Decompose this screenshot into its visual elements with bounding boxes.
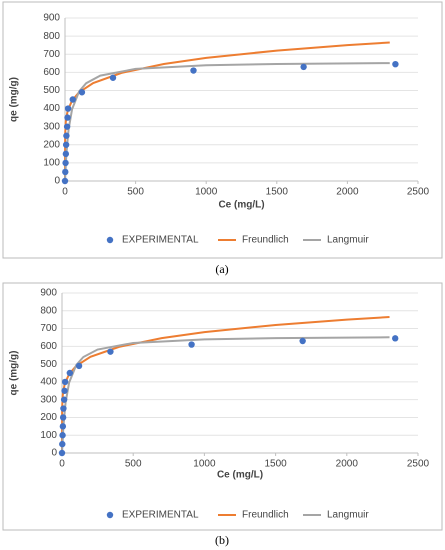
data-point (392, 60, 399, 68)
data-point (59, 432, 66, 439)
legend-label: Freundlich (242, 235, 289, 246)
y-tick-label: 600 (43, 67, 60, 78)
y-tick-label: 300 (43, 121, 60, 132)
y-axis-title: qe (mg/g) (9, 351, 20, 396)
x-axis-title: Ce (mg/L) (218, 200, 264, 211)
legend-label: EXPERIMENTAL (122, 235, 199, 246)
data-point (300, 63, 307, 71)
data-point (62, 159, 69, 167)
data-point (69, 96, 76, 103)
y-tick-label: 0 (54, 176, 60, 187)
x-tick-label: 1000 (195, 187, 218, 198)
y-tick-label: 0 (51, 448, 57, 459)
legend-marker (106, 236, 114, 244)
x-tick-label: 1000 (193, 459, 216, 470)
data-point (62, 141, 70, 148)
panel-border (2, 282, 443, 531)
y-tick-label: 100 (43, 158, 60, 169)
y-axis-title: qe (mg/g) (9, 77, 20, 122)
y-tick-label: 300 (40, 394, 57, 405)
x-tick-label: 2000 (336, 187, 359, 198)
series-line (64, 41, 390, 182)
legend-label: Langmuir (327, 235, 369, 246)
data-point (190, 67, 197, 74)
data-point (61, 177, 69, 185)
data-point (60, 396, 68, 403)
y-tick-label: 600 (40, 341, 57, 352)
caption: (a) (215, 262, 228, 276)
y-tick-label: 200 (43, 139, 60, 150)
x-tick-label: 2500 (407, 187, 430, 198)
data-point (62, 168, 69, 176)
data-point (61, 378, 69, 386)
data-point (58, 449, 66, 457)
data-point (59, 440, 66, 448)
y-tick-label: 900 (40, 288, 57, 299)
y-tick-label: 700 (43, 49, 60, 60)
x-tick-label: 0 (62, 187, 68, 198)
caption: (b) (215, 533, 229, 547)
data-point (63, 132, 70, 139)
y-tick-label: 400 (43, 103, 60, 114)
x-tick-label: 2500 (407, 459, 430, 470)
x-tick-label: 500 (127, 187, 144, 198)
data-point (66, 369, 74, 377)
y-tick-label: 400 (40, 377, 57, 388)
x-axis-title: Ce (mg/L) (217, 470, 263, 481)
data-point (64, 105, 72, 112)
data-point (59, 414, 67, 421)
data-point (78, 89, 86, 96)
data-point (392, 335, 399, 342)
x-tick-label: 2000 (336, 459, 359, 470)
data-point (299, 337, 306, 345)
y-tick-label: 700 (40, 323, 57, 334)
legend-label: Freundlich (242, 510, 289, 521)
series-line (61, 316, 390, 454)
y-tick-label: 900 (43, 13, 60, 24)
x-tick-label: 1500 (264, 459, 287, 470)
data-point (107, 348, 114, 355)
y-tick-label: 200 (40, 412, 57, 423)
data-point (75, 362, 83, 370)
data-point (188, 341, 195, 348)
data-point (109, 74, 117, 81)
y-tick-label: 100 (40, 430, 57, 441)
legend-marker (106, 511, 114, 519)
data-point (62, 150, 70, 158)
y-tick-label: 500 (43, 85, 60, 96)
x-tick-label: 500 (125, 459, 142, 470)
data-point (63, 123, 71, 130)
y-tick-label: 500 (40, 359, 57, 370)
panel-border (2, 1, 443, 259)
x-tick-label: 0 (59, 459, 65, 470)
legend-label: EXPERIMENTAL (122, 510, 199, 521)
data-point (60, 405, 67, 412)
y-tick-label: 800 (43, 31, 60, 42)
y-tick-label: 800 (40, 305, 57, 316)
data-point (59, 423, 67, 430)
data-point (64, 114, 71, 121)
legend-label: Langmuir (327, 510, 369, 521)
x-tick-label: 1500 (266, 187, 289, 198)
data-point (61, 387, 68, 394)
